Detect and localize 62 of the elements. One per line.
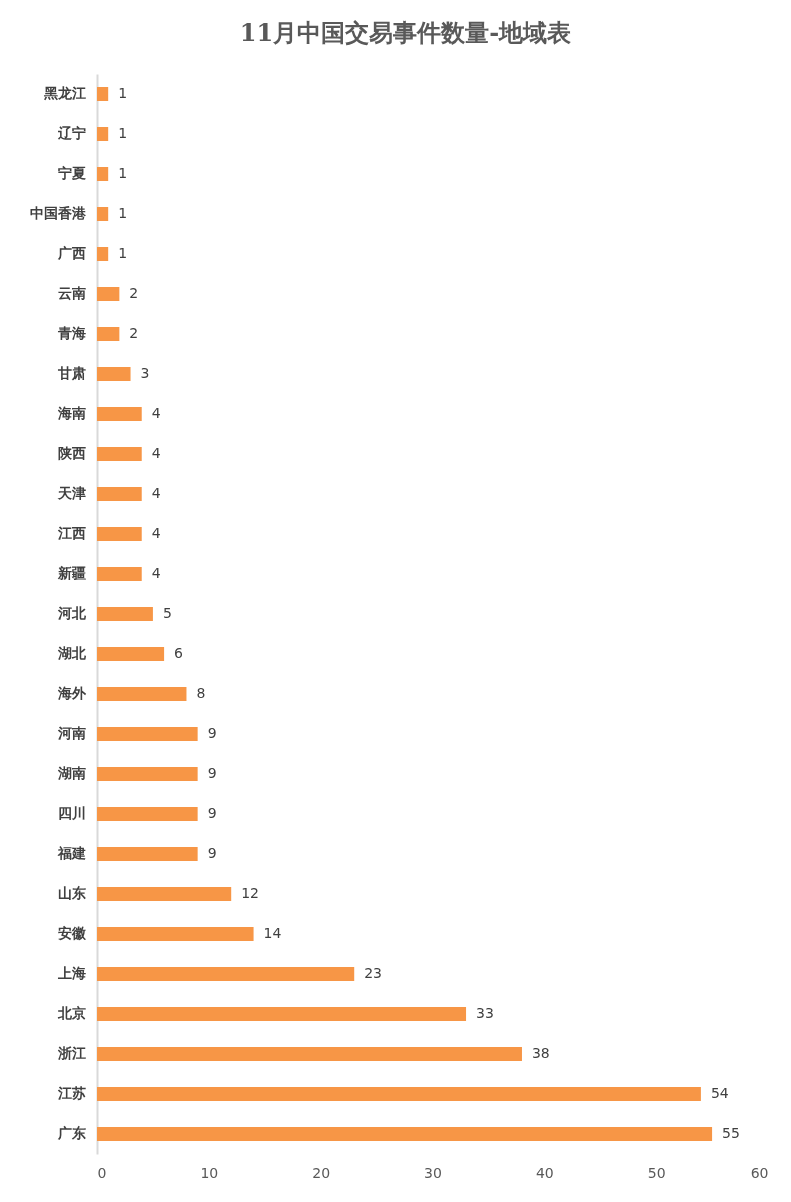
y-tick-label: 黑龙江 bbox=[42, 85, 86, 101]
y-tick-label: 江苏 bbox=[56, 1085, 86, 1101]
data-label: 9 bbox=[207, 765, 217, 781]
x-tick-label: 40 bbox=[535, 1164, 554, 1181]
y-tick-label: 河南 bbox=[56, 725, 86, 741]
y-tick-label: 海外 bbox=[56, 685, 87, 701]
data-label: 38 bbox=[531, 1045, 550, 1061]
data-label: 1 bbox=[118, 245, 128, 261]
data-label: 9 bbox=[207, 725, 217, 741]
y-tick-label: 北京 bbox=[56, 1005, 86, 1021]
x-tick-label: 0 bbox=[97, 1164, 107, 1181]
y-tick-label: 山东 bbox=[57, 885, 86, 901]
y-tick-label: 广西 bbox=[56, 245, 86, 261]
data-label: 4 bbox=[151, 565, 161, 581]
data-label: 6 bbox=[174, 645, 184, 661]
data-label: 1 bbox=[118, 85, 128, 101]
x-tick-label: 30 bbox=[424, 1164, 442, 1181]
data-label: 14 bbox=[263, 925, 282, 941]
data-label: 4 bbox=[151, 525, 161, 541]
data-label: 8 bbox=[196, 685, 206, 701]
data-label: 9 bbox=[207, 845, 217, 861]
y-tick-label: 陕西 bbox=[57, 445, 86, 461]
y-tick-label: 安徽 bbox=[57, 925, 87, 941]
x-tick-label: 50 bbox=[647, 1164, 666, 1181]
data-label: 55 bbox=[722, 1125, 740, 1141]
y-tick-label: 云南 bbox=[57, 285, 86, 301]
x-tick-label: 20 bbox=[312, 1164, 331, 1181]
data-label: 1 bbox=[118, 125, 128, 141]
data-label: 4 bbox=[151, 485, 161, 501]
y-tick-label: 天津 bbox=[56, 485, 86, 501]
data-label: 23 bbox=[364, 965, 383, 981]
chart-title: 11月中国交易事件数量-地域表 bbox=[239, 18, 572, 47]
y-tick-label: 湖南 bbox=[56, 765, 86, 781]
y-tick-label: 中国香港 bbox=[29, 205, 87, 221]
y-tick-label: 河北 bbox=[56, 605, 87, 621]
y-tick-label: 宁夏 bbox=[57, 165, 86, 181]
y-tick-label: 上海 bbox=[56, 965, 86, 981]
data-label: 2 bbox=[129, 325, 139, 341]
data-label: 1 bbox=[118, 205, 128, 221]
x-tick-label: 60 bbox=[750, 1164, 769, 1181]
data-label: 4 bbox=[151, 445, 161, 461]
y-tick-label: 海南 bbox=[56, 405, 86, 421]
data-label: 5 bbox=[162, 605, 172, 621]
data-label: 54 bbox=[710, 1085, 729, 1101]
y-tick-label: 广东 bbox=[56, 1125, 86, 1141]
data-label: 4 bbox=[151, 405, 161, 421]
data-label: 1 bbox=[118, 165, 128, 181]
data-label: 2 bbox=[129, 285, 139, 301]
x-tick-label: 10 bbox=[200, 1164, 219, 1181]
y-tick-label: 甘肃 bbox=[56, 365, 86, 381]
y-tick-label: 四川 bbox=[57, 805, 86, 821]
y-tick-label: 新疆 bbox=[56, 565, 86, 581]
y-tick-label: 江西 bbox=[56, 525, 86, 541]
y-tick-label: 辽宁 bbox=[56, 125, 86, 141]
data-label: 33 bbox=[476, 1005, 494, 1021]
y-tick-label: 青海 bbox=[56, 325, 86, 341]
data-label: 3 bbox=[140, 365, 150, 381]
y-tick-label: 浙江 bbox=[56, 1045, 86, 1061]
y-tick-label: 湖北 bbox=[56, 645, 87, 661]
y-tick-label: 福建 bbox=[56, 845, 86, 861]
data-label: 9 bbox=[207, 805, 217, 821]
data-label: 12 bbox=[241, 885, 260, 901]
